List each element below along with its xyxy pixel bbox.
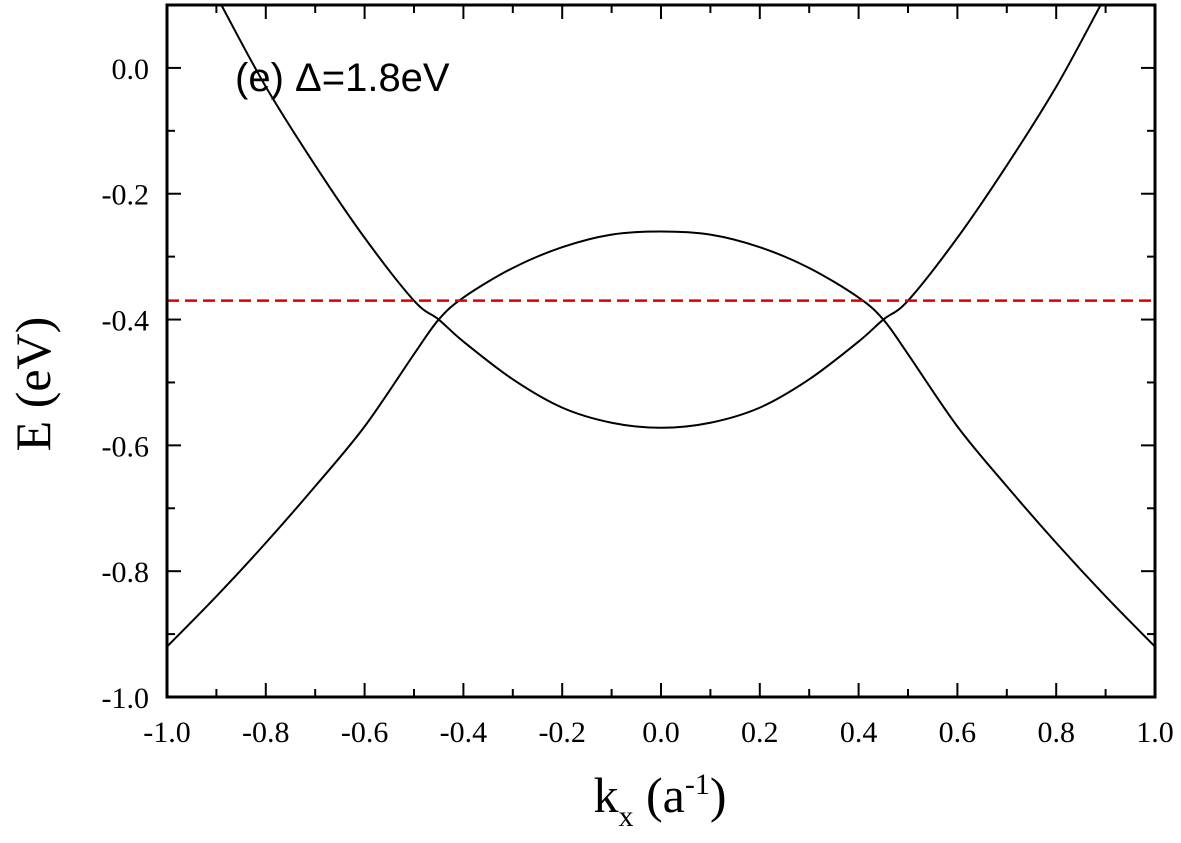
y-tick-label: -0.2 <box>102 179 150 212</box>
x-tick-label: 0.2 <box>741 716 779 749</box>
x-tick-label: -0.2 <box>538 716 586 749</box>
x-axis-title-superscript: -1 <box>685 768 710 801</box>
x-tick-label: 0.8 <box>1037 716 1075 749</box>
y-tick-label: -0.8 <box>102 556 150 589</box>
y-tick-label: -0.6 <box>102 430 150 463</box>
y-tick-label: 0.0 <box>112 53 150 86</box>
x-axis-title: kx (a-1) <box>594 767 727 833</box>
x-tick-label: 0.6 <box>939 716 977 749</box>
x-axis-title-unit-close: ) <box>710 767 727 823</box>
series-line-2 <box>167 230 1155 648</box>
panel-annotation: (e) Δ=1.8eV <box>235 56 450 100</box>
x-tick-label: 0.4 <box>840 716 878 749</box>
y-axis-title: E (eV) <box>5 317 61 452</box>
x-tick-label: -0.4 <box>440 716 488 749</box>
x-tick-label: -0.8 <box>242 716 290 749</box>
y-tick-label: -1.0 <box>102 682 150 715</box>
x-axis-title-main: k <box>594 767 619 823</box>
x-axis-title-unit-open: (a <box>634 767 685 823</box>
tick-labels-group: -1.0 -0.8 -0.6 -0.4 -0.2 0.0 0.2 0.4 0.6 0.8 1.0 -1… <box>102 53 1174 749</box>
x-tick-label: -0.6 <box>341 716 389 749</box>
x-tick-label: 0.0 <box>642 716 680 749</box>
y-tick-label: -0.4 <box>102 305 150 338</box>
x-tick-label: -1.0 <box>143 716 191 749</box>
series-line-1 <box>220 5 1102 429</box>
ticks-group <box>166 4 1156 698</box>
series-group <box>167 5 1155 648</box>
x-tick-label: 1.0 <box>1136 716 1174 749</box>
x-axis-title-subscript: x <box>619 800 634 833</box>
